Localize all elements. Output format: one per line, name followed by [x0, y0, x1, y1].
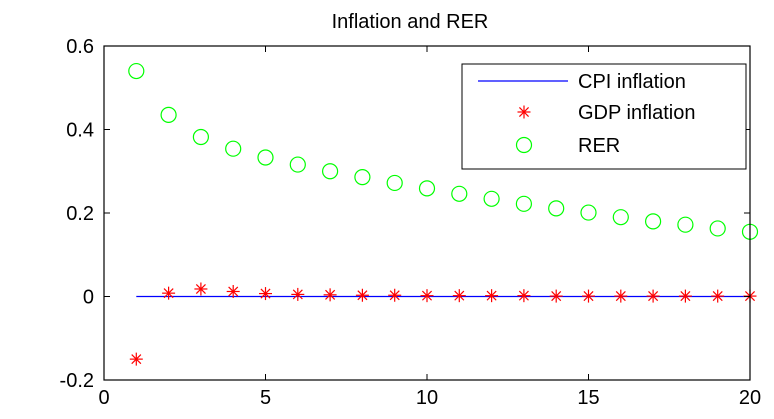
- data-point: [614, 289, 628, 303]
- data-point: [582, 289, 595, 303]
- axis-ticks: 0 5 10 15 20-0.200.20.40.6: [60, 36, 762, 409]
- x-tick-label: 20: [739, 387, 761, 409]
- data-point: [192, 128, 209, 146]
- data-point: [646, 289, 660, 303]
- data-point: [194, 282, 208, 296]
- y-tick-label: -0.2: [60, 370, 94, 392]
- data-point: [644, 213, 662, 230]
- series-gdp-inflation: [129, 282, 757, 366]
- series-rer: [128, 62, 759, 240]
- x-tick-label: 10: [416, 387, 438, 409]
- data-point: [322, 163, 339, 180]
- data-point: [323, 288, 337, 302]
- chart-title: Inflation and RER: [332, 11, 489, 33]
- y-tick-label: 0.6: [66, 36, 94, 58]
- data-point: [517, 289, 531, 303]
- data-point: [678, 289, 692, 303]
- y-tick-label: 0: [83, 287, 94, 309]
- data-point: [485, 289, 499, 303]
- plot-marks: [128, 62, 759, 366]
- x-tick-label: 15: [577, 387, 599, 409]
- data-point: [549, 289, 563, 303]
- data-point: [160, 106, 177, 123]
- data-point: [129, 352, 143, 366]
- data-point: [128, 62, 145, 80]
- data-point: [289, 156, 306, 173]
- legend: CPI inflation GDP inflation RER: [461, 63, 747, 170]
- legend-entry-label: RER: [578, 135, 620, 157]
- data-point: [420, 289, 434, 303]
- x-tick-label: 5: [260, 387, 271, 409]
- data-point: [259, 287, 272, 301]
- x-tick-label: 0: [98, 387, 109, 409]
- data-point: [612, 209, 629, 226]
- data-point: [580, 204, 597, 221]
- data-point: [225, 140, 242, 157]
- legend-swatch-asterisk: [517, 105, 531, 119]
- data-point: [483, 190, 500, 207]
- y-tick-label: 0.2: [66, 203, 94, 225]
- data-point: [515, 195, 533, 212]
- data-point: [548, 200, 565, 217]
- data-point: [677, 216, 694, 233]
- data-point: [452, 289, 466, 303]
- data-point: [354, 168, 371, 186]
- data-point: [226, 284, 240, 298]
- data-point: [355, 288, 369, 302]
- data-point: [418, 180, 436, 197]
- data-point: [709, 220, 726, 237]
- legend-swatch-circle: [515, 136, 533, 154]
- data-point: [291, 287, 305, 301]
- data-point: [257, 149, 274, 166]
- legend-entry-label: GDP inflation: [578, 102, 695, 124]
- data-point: [451, 185, 468, 202]
- data-point: [388, 288, 402, 302]
- y-tick-label: 0.4: [66, 120, 94, 142]
- data-point: [386, 174, 403, 192]
- legend-entry-label: CPI inflation: [578, 71, 686, 93]
- data-point: [162, 286, 176, 300]
- data-point: [711, 289, 725, 303]
